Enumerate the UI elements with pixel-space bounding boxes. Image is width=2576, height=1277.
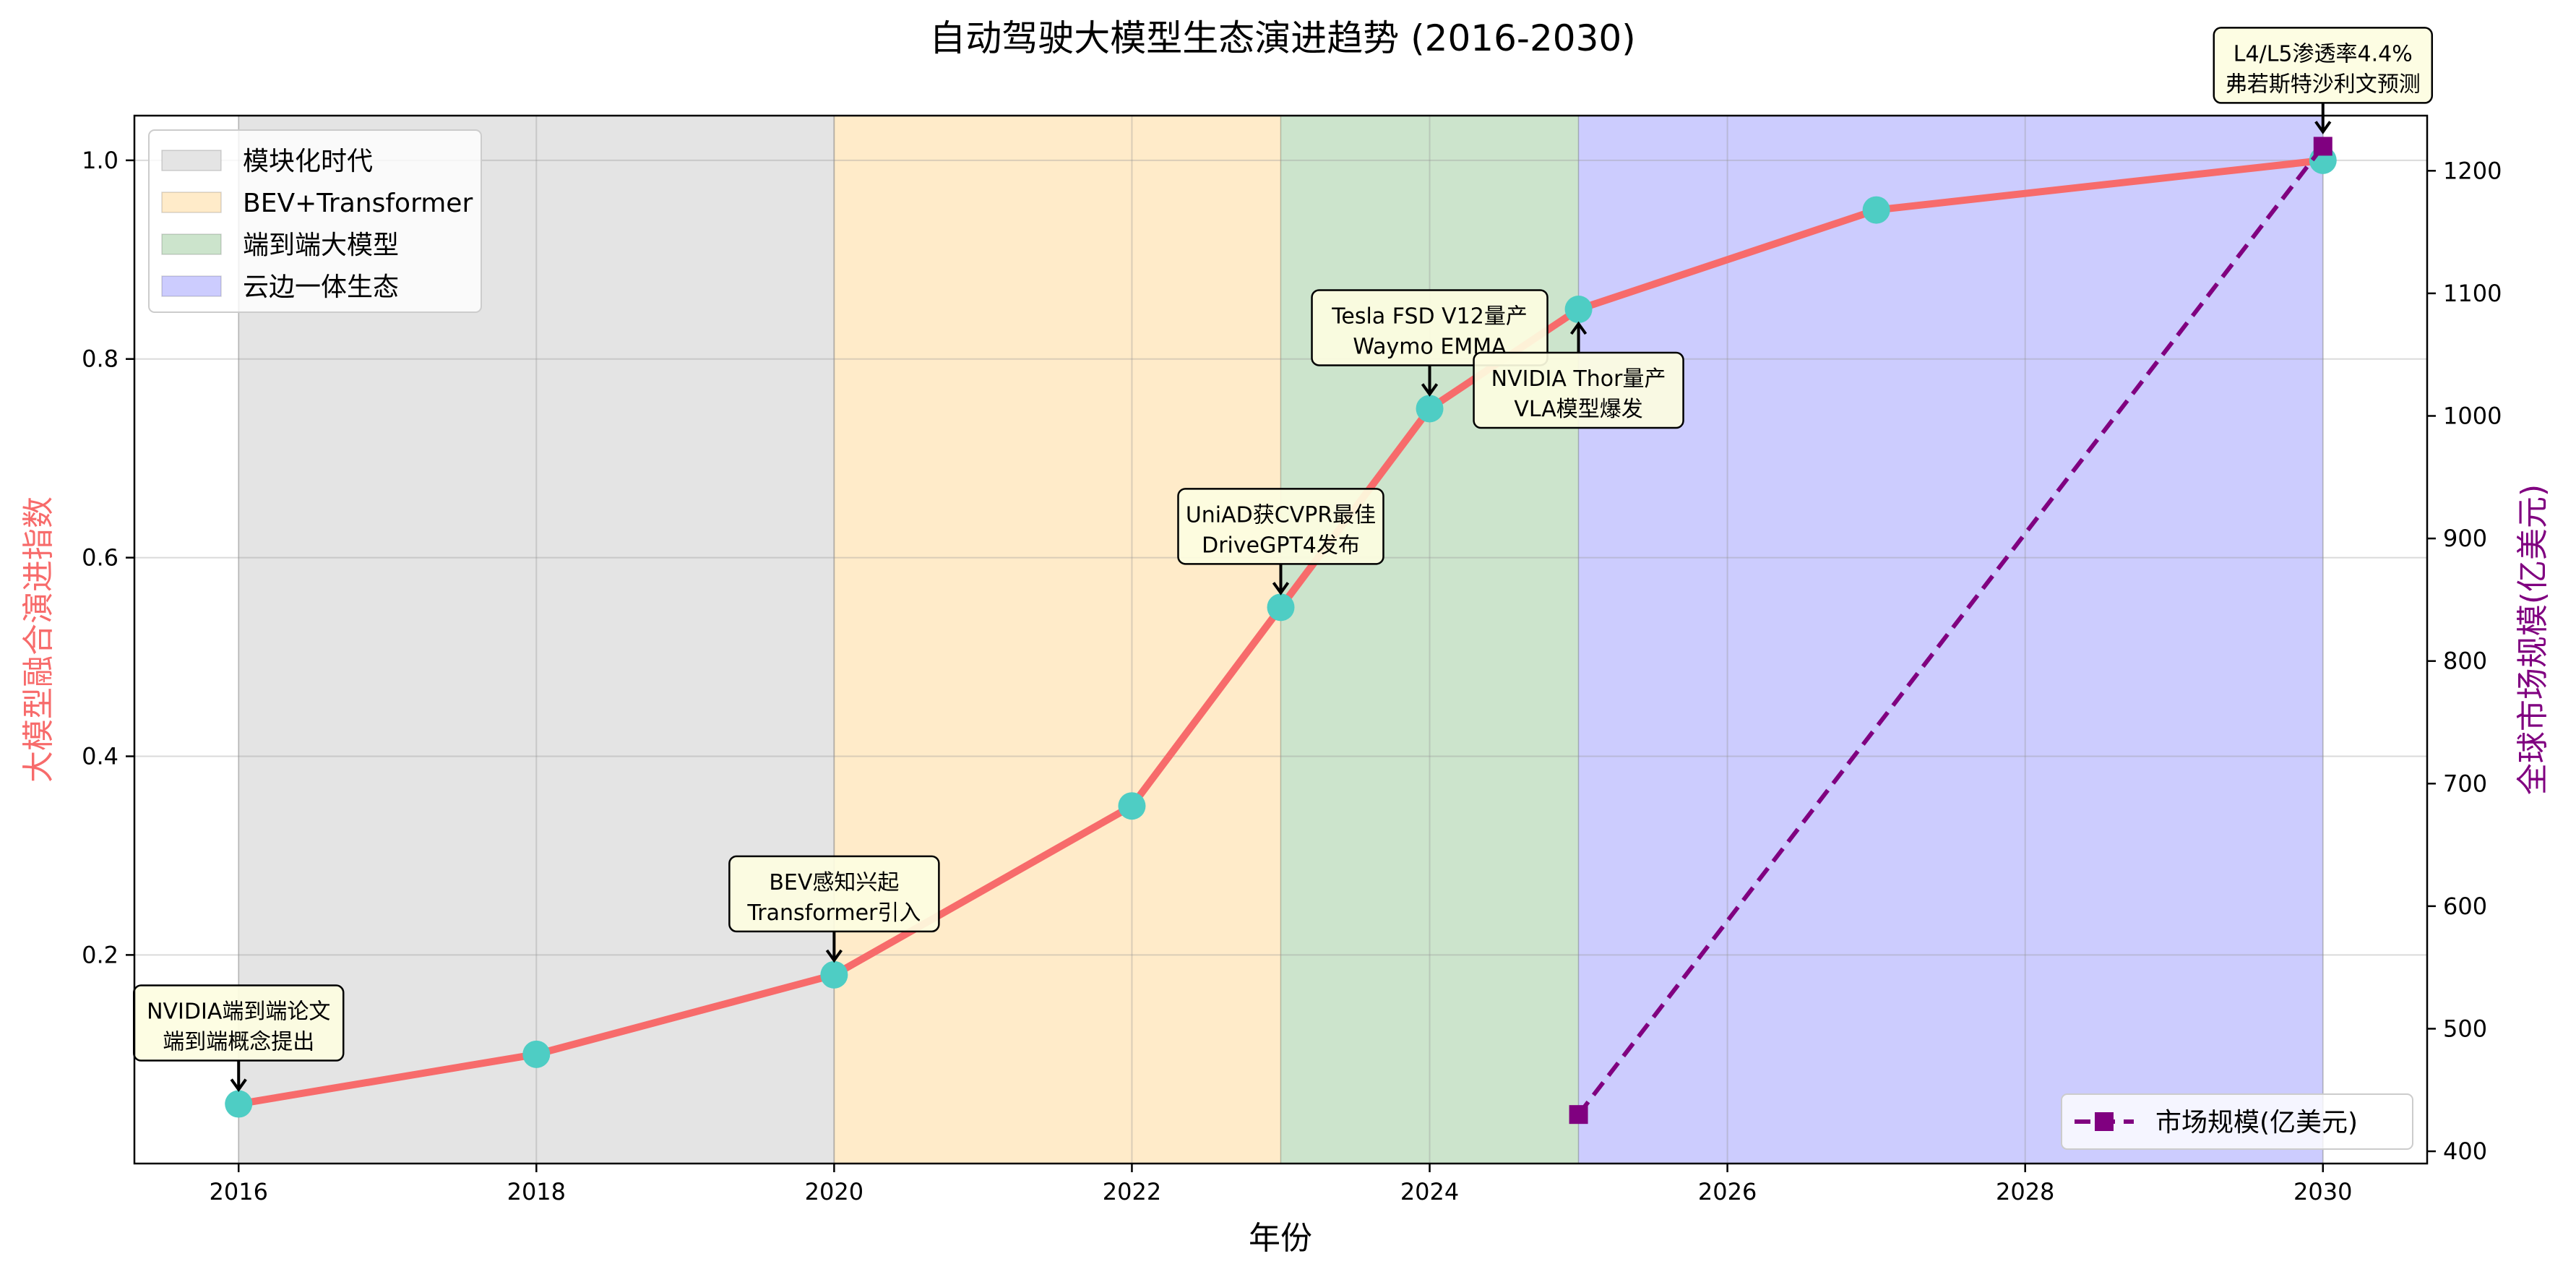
chart-title: 自动驾驶大模型生态演进趋势 (2016-2030): [929, 17, 1635, 59]
legend-label-4: 云边一体生态: [243, 272, 399, 302]
y-right-tick-label: 400: [2443, 1138, 2487, 1165]
y-right-tick-label: 700: [2443, 770, 2487, 797]
plot-frame: [133, 114, 2429, 1165]
legend-market: 市场规模(亿美元): [2061, 1093, 2413, 1150]
y-axis-right-label: 全球市场规模(亿美元): [2515, 484, 2551, 795]
market-size-line: [1577, 145, 2325, 1116]
annotation-arrowhead: [1272, 582, 1290, 595]
annotation-text: NVIDIA端到端论文: [147, 999, 330, 1025]
fusion-index-point: [1564, 296, 1593, 324]
annotation-text: 端到端概念提出: [163, 1030, 314, 1055]
y-right-tick-label: 600: [2443, 893, 2487, 920]
series-market-size: [1569, 137, 2332, 1125]
era-band-2: [833, 115, 1282, 1164]
y-right-tick-label: 800: [2443, 648, 2487, 675]
legend-swatch-4: [161, 275, 222, 297]
x-tick-label: 2016: [210, 1178, 268, 1205]
y-right-tick-label: 1200: [2443, 157, 2502, 184]
market-size-point: [1569, 1105, 1588, 1125]
annotation-box: [2213, 27, 2434, 104]
annotation-arrowhead: [2314, 121, 2332, 134]
legend-label-3: 端到端大模型: [243, 231, 399, 260]
legend-swatch-3: [161, 233, 222, 255]
legend-swatch-1: [161, 150, 222, 171]
annotation-text: NVIDIA Thor量产: [1491, 366, 1666, 392]
x-axis-label: 年份: [1249, 1220, 1312, 1257]
annotation-box: [1473, 351, 1684, 429]
annotation-text: DriveGPT4发布: [1202, 533, 1360, 558]
fusion-index-point: [225, 1090, 253, 1118]
annotation-text: Tesla FSD V12量产: [1331, 304, 1528, 329]
fusion-index-point: [1118, 792, 1146, 820]
y-axis-left-label: 大模型融合演进指数: [20, 496, 57, 783]
annotation-text: 弗若斯特沙利文预测: [2226, 72, 2421, 97]
x-tick-label: 2030: [2293, 1178, 2352, 1205]
legend-eras-frame: [148, 129, 482, 313]
y-axis-right: 400 500 600 700 800 900 1000 1100 1200: [2427, 157, 2502, 1165]
legend-label-1: 模块化时代: [243, 147, 373, 176]
annotation-box: [728, 855, 940, 933]
y-axis-left: 0.2 0.4 0.6 0.8 1.0: [82, 147, 134, 968]
y-right-tick-label: 900: [2443, 525, 2487, 552]
x-tick-label: 2028: [1996, 1178, 2054, 1205]
fusion-index-point: [820, 960, 848, 989]
x-tick-label: 2026: [1698, 1178, 1757, 1205]
annotation-box: [1177, 488, 1384, 565]
annotation-arrowhead: [230, 1078, 247, 1092]
y-left-tick-label: 1.0: [82, 147, 119, 174]
annotation-text: BEV感知兴起: [769, 870, 899, 895]
x-axis: 2016 2018 2020 2022 2024 2026 2028 2030: [210, 1164, 2352, 1205]
x-tick-label: 2020: [805, 1178, 863, 1205]
y-left-tick-label: 0.8: [82, 345, 119, 373]
x-tick-label: 2022: [1103, 1178, 1161, 1205]
y-right-tick-label: 500: [2443, 1015, 2487, 1042]
annotation-text: L4/L5渗透率4.4%: [2233, 41, 2413, 66]
legend-market-marker: [2095, 1112, 2114, 1131]
annotation-3: UniAD获CVPR最佳 DriveGPT4发布: [1177, 488, 1384, 595]
era-bands: [238, 115, 2324, 1164]
annotation-text: VLA模型爆发: [1514, 397, 1642, 422]
market-size-point: [2313, 137, 2332, 156]
annotation-text: Transformer引入: [746, 900, 921, 926]
y-left-tick-label: 0.6: [82, 544, 119, 572]
legend-market-label: 市场规模(亿美元): [2155, 1108, 2358, 1138]
y-right-tick-label: 1000: [2443, 402, 2502, 429]
x-tick-label: 2024: [1400, 1178, 1459, 1205]
annotation-arrowhead: [1569, 321, 1588, 335]
x-tick-label: 2018: [507, 1178, 566, 1205]
y-left-tick-label: 0.4: [82, 742, 119, 770]
annotation-arrowhead: [1421, 383, 1439, 397]
annotation-arrowhead: [825, 949, 843, 963]
y-left-tick-label: 0.2: [82, 941, 119, 968]
annotation-box: [1311, 289, 1548, 366]
fusion-index-point: [1267, 593, 1295, 622]
annotation-5: NVIDIA Thor量产 VLA模型爆发: [1473, 321, 1684, 429]
fusion-index-point: [1862, 196, 1890, 224]
annotation-6: L4/L5渗透率4.4% 弗若斯特沙利文预测: [2213, 27, 2434, 134]
annotation-text: UniAD获CVPR最佳: [1186, 502, 1376, 528]
legend-swatch-2: [161, 192, 222, 213]
legend-label-2: BEV+Transformer: [243, 189, 473, 218]
fusion-index-point: [522, 1040, 551, 1068]
fusion-index-point: [1416, 395, 1444, 423]
legend-market-frame: [2061, 1093, 2413, 1150]
y-right-tick-label: 1100: [2443, 280, 2502, 307]
annotation-2: BEV感知兴起 Transformer引入: [728, 855, 940, 963]
